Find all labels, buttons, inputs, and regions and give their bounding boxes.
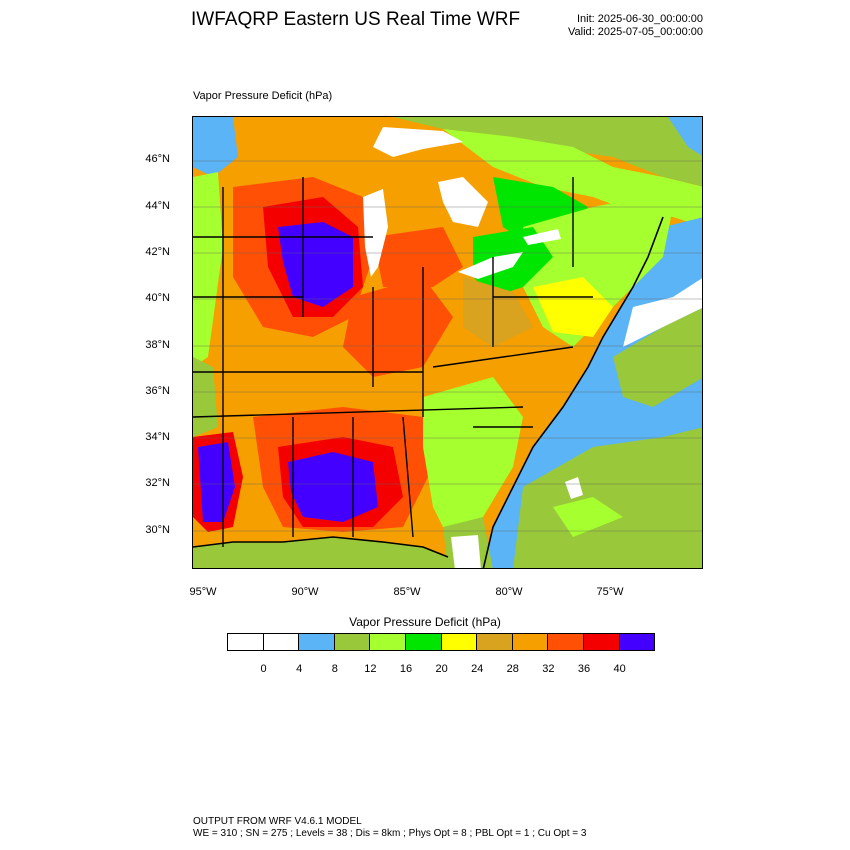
colorbar-swatch <box>369 633 406 651</box>
border-va-nc <box>432 346 574 368</box>
colorbar <box>227 633 656 651</box>
colorbar-tick-label: 8 <box>331 663 338 675</box>
colorbar-swatch <box>333 633 371 651</box>
lat-label-30n: 30°N <box>145 524 170 536</box>
gulf-coastline <box>193 536 449 558</box>
colorbar-swatch <box>582 633 620 651</box>
colorbar-swatch <box>476 633 513 651</box>
canada-olive-region <box>193 117 702 187</box>
colorbar-swatch <box>547 633 584 651</box>
illinois-iowa-violet <box>278 222 353 307</box>
west-lightgreen-strip <box>193 172 223 367</box>
lat-label-38n: 38°N <box>145 339 170 351</box>
lat-label-34n: 34°N <box>145 431 170 443</box>
map-subtitle: Vapor Pressure Deficit (hPa) <box>193 90 333 102</box>
colorbar-tick-label: 4 <box>296 663 303 675</box>
colorbar-tick-label: 20 <box>435 663 448 675</box>
northwest-blue-region <box>193 117 238 177</box>
colorbar-swatch <box>298 633 335 651</box>
lat-label-32n: 32°N <box>145 477 170 489</box>
atlantic-coastline <box>482 216 664 568</box>
colorbar-tick-label: 24 <box>471 663 484 675</box>
colorbar-tick-label: 36 <box>577 663 591 675</box>
lat-label-44n: 44°N <box>145 200 170 212</box>
carolinas-georgia-lightgreen <box>423 377 523 547</box>
lon-label-90w: 90°W <box>291 586 319 598</box>
colorbar-swatch <box>511 633 549 651</box>
lake-michigan <box>363 189 388 277</box>
lat-label-42n: 42°N <box>145 246 170 258</box>
colorbar-tick-label: 0 <box>260 663 267 675</box>
mississippi-alabama-violet <box>288 452 378 522</box>
wv-gold <box>463 277 533 347</box>
atlantic-olive-band <box>613 307 702 407</box>
footer-model-line: OUTPUT FROM WRF V4.6.1 MODEL <box>193 816 362 827</box>
lon-label-95w: 95°W <box>189 586 217 598</box>
atlantic-lightgreen-patch <box>553 497 623 537</box>
vpd-map <box>192 116 703 569</box>
lake-ontario <box>523 229 561 245</box>
lake-huron <box>438 177 488 227</box>
florida-white <box>451 535 481 568</box>
footer-config-line: WE = 310 ; SN = 275 ; Levels = 38 ; Dis … <box>193 828 587 839</box>
colorbar-tick-label: 12 <box>364 663 377 675</box>
colorbar-swatch <box>618 633 656 651</box>
colorbar-title: Vapor Pressure Deficit (hPa) <box>349 615 501 629</box>
colorbar-swatch <box>404 633 442 651</box>
colorbar-tick-label: 28 <box>506 663 519 675</box>
lat-label-40n: 40°N <box>145 292 170 304</box>
lon-label-80w: 80°W <box>495 586 523 598</box>
northeast-blue-region <box>668 117 702 156</box>
plot-title: IWFAQRP Eastern US Real Time WRF <box>191 9 521 30</box>
lat-label-36n: 36°N <box>145 385 170 397</box>
atlantic-southern-olive <box>513 427 702 568</box>
init-time: Init: 2025-06-30_00:00:00 <box>577 13 703 25</box>
colorbar-tick-label: 16 <box>399 663 413 675</box>
init-valid-times: Init: 2025-06-30_00:00:00 Valid: 2025-07… <box>568 13 703 39</box>
lake-superior <box>373 127 463 157</box>
vpd-map-canvas <box>193 117 702 568</box>
border-tn-south <box>193 406 524 418</box>
lat-label-46n: 46°N <box>145 153 170 165</box>
colorbar-tick-label: 32 <box>542 663 555 675</box>
texas-violet <box>198 442 235 522</box>
colorbar-swatch <box>227 633 264 651</box>
colorbar-swatch <box>440 633 478 651</box>
gulf-of-mexico <box>193 537 453 568</box>
graticule <box>193 160 702 532</box>
pa-yellow <box>533 277 613 337</box>
border-al-ga <box>402 416 414 538</box>
atlantic-white-patch <box>623 278 702 347</box>
colorbar-swatch <box>262 633 300 651</box>
lon-label-85w: 85°W <box>393 586 421 598</box>
lake-erie <box>458 252 523 279</box>
model-footer: OUTPUT FROM WRF V4.6.1 MODEL WE = 310 ; … <box>193 816 586 840</box>
lon-label-75w: 75°W <box>596 586 624 598</box>
colorbar-tick-label: 40 <box>613 663 626 675</box>
valid-time: Valid: 2025-07-05_00:00:00 <box>568 26 703 38</box>
ohio-valley-redorange <box>343 277 453 377</box>
atlantic-white-spot <box>565 477 583 499</box>
indiana-redorange <box>373 227 463 287</box>
